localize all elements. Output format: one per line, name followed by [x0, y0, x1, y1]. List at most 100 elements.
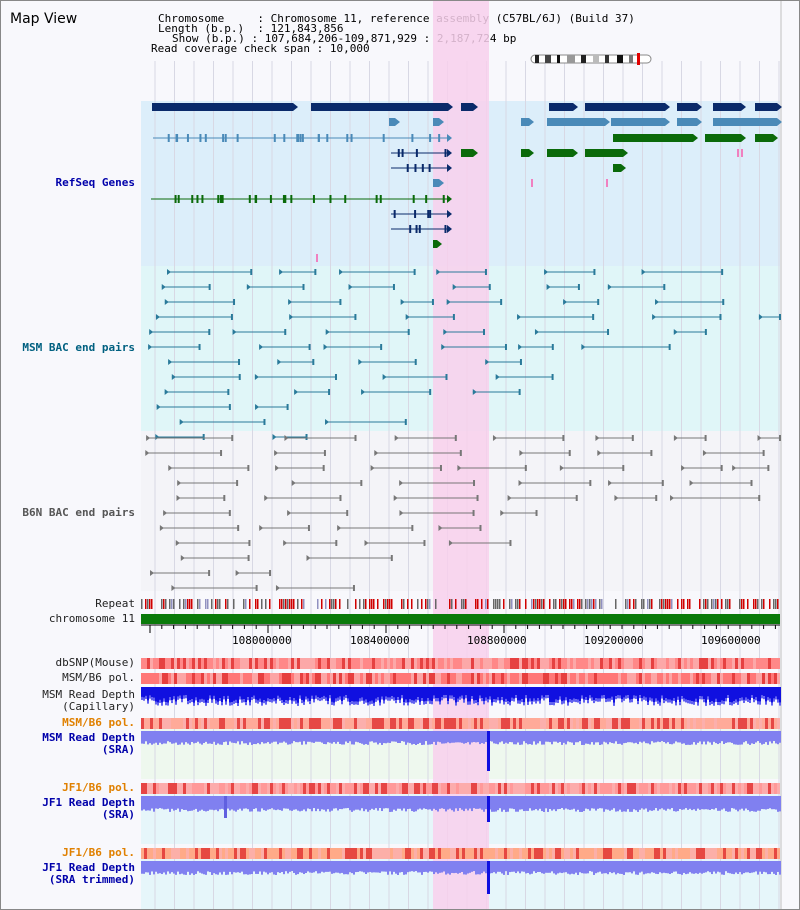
depth-bar: [231, 731, 233, 743]
depth-bar: [517, 796, 519, 812]
polymorphism-cell: [771, 718, 774, 729]
depth-bar: [415, 861, 417, 872]
depth-bar: [311, 695, 313, 699]
depth-bar: [473, 731, 475, 743]
polymorphism-cell: [516, 658, 519, 669]
depth-bar: [395, 700, 397, 704]
refseq-genes-label[interactable]: RefSeq Genes: [55, 176, 135, 189]
msm-bac-pair: [308, 344, 311, 350]
depth-bar: [431, 861, 433, 872]
polymorphism-cell: [372, 673, 375, 684]
depth-bar: [233, 700, 235, 704]
depth-bar: [321, 731, 323, 743]
dbsnp-label[interactable]: dbSNP(Mouse): [55, 656, 135, 669]
depth-bar: [491, 687, 493, 703]
depth-bar: [599, 796, 601, 809]
depth-bar: [623, 731, 625, 744]
polymorphism-cell: [528, 848, 531, 859]
depth-bar: [429, 700, 431, 704]
msm-read-depth-cap-label[interactable]: MSM Read Depth: [42, 688, 135, 701]
depth-bar: [609, 731, 611, 743]
depth-bar: [161, 702, 163, 706]
depth-bar: [459, 731, 461, 743]
repeat-mark: [279, 599, 281, 609]
depth-bar: [595, 687, 597, 699]
depth-bar: [719, 861, 721, 873]
depth-bar: [619, 796, 621, 810]
depth-bar: [247, 697, 249, 701]
b6n-bac-pair: [146, 435, 151, 441]
msm-bac-pair: [673, 329, 678, 335]
depth-bar: [467, 861, 469, 874]
jf1-b6-pol-2-label[interactable]: JF1/B6 pol.: [62, 846, 135, 859]
depth-bar: [367, 702, 369, 706]
depth-bar: [457, 731, 459, 743]
depth-bar: [215, 687, 217, 701]
depth-bar: [707, 687, 709, 697]
exon-mark: [393, 210, 396, 218]
polymorphism-cell: [282, 718, 285, 729]
depth-bar: [491, 861, 493, 874]
depth-bar: [705, 702, 707, 706]
depth-spike: [487, 861, 490, 894]
jf1-read-depth-label[interactable]: JF1 Read Depth: [42, 796, 135, 809]
msm-bac-label[interactable]: MSM BAC end pairs: [22, 341, 135, 354]
polymorphism-cell: [741, 658, 744, 669]
depth-bar: [507, 701, 509, 705]
depth-bar: [641, 861, 643, 872]
polymorphism-cell: [369, 848, 372, 859]
depth-bar: [543, 731, 545, 745]
depth-bar: [511, 861, 513, 872]
msm-b6-pol-2-label[interactable]: MSM/B6 pol.: [62, 716, 135, 729]
depth-bar: [745, 697, 747, 701]
polymorphism-cell: [549, 783, 552, 794]
exon-mark: [199, 134, 202, 142]
depth-bar: [709, 731, 711, 743]
depth-bar: [765, 861, 767, 873]
depth-bar: [291, 687, 293, 701]
depth-bar: [347, 687, 349, 699]
polymorphism-cell: [150, 658, 153, 669]
polymorphism-cell: [585, 673, 588, 684]
depth-bar: [223, 687, 225, 697]
depth-bar: [525, 731, 527, 744]
msm-bac-pair: [312, 359, 315, 365]
jf1-trim-label[interactable]: JF1 Read Depth: [42, 861, 135, 874]
depth-bar: [541, 687, 543, 696]
polymorphism-cell: [585, 783, 588, 794]
depth-bar: [379, 702, 381, 706]
depth-bar: [655, 698, 657, 702]
polymorphism-cell: [363, 673, 366, 684]
strand-arrow: [448, 103, 453, 111]
msm-bac-pair: [155, 314, 160, 320]
depth-bar: [419, 796, 421, 809]
depth-bar: [199, 699, 201, 703]
polymorphism-cell: [663, 658, 666, 669]
b6n-bac-pair: [150, 570, 155, 576]
depth-bar: [233, 687, 235, 701]
polymorphism-cell: [687, 658, 690, 669]
coverage-value: 10,000: [329, 42, 370, 55]
gene-model: [152, 103, 293, 111]
depth-bar: [541, 861, 543, 874]
b6n-bac-pair: [562, 435, 565, 441]
polymorphism-cell: [462, 848, 465, 859]
repeat-mark: [163, 599, 165, 609]
polymorphism-cell: [474, 783, 477, 794]
msm-b6-pol-label[interactable]: MSM/B6 pol.: [62, 671, 135, 684]
depth-bar: [385, 687, 387, 697]
msm-read-depth-sra-label[interactable]: MSM Read Depth: [42, 731, 135, 744]
polymorphism-cell: [225, 848, 228, 859]
polymorphism-cell: [435, 658, 438, 669]
repeat-mark: [677, 599, 679, 609]
b6n-bac-label[interactable]: B6N BAC end pairs: [22, 506, 135, 519]
repeat-mark: [185, 599, 187, 609]
depth-bar: [663, 700, 665, 704]
jf1-b6-pol-label[interactable]: JF1/B6 pol.: [62, 781, 135, 794]
polymorphism-cell: [387, 673, 390, 684]
polymorphism-cell: [471, 673, 474, 684]
depth-bar: [337, 687, 339, 698]
repeat-mark: [747, 599, 749, 609]
repeat-mark: [145, 599, 147, 609]
